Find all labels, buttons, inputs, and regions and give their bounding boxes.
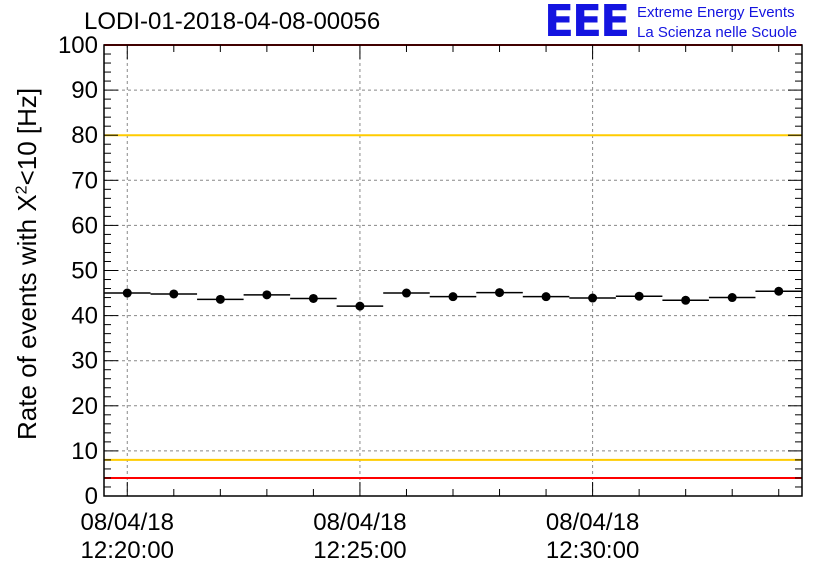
y-tick-label: 100: [58, 32, 98, 59]
data-point: [355, 301, 365, 311]
x-tick-label-date: 08/04/18: [546, 509, 639, 536]
chart-title: LODI-01-2018-04-08-00056: [84, 8, 381, 35]
data-point: [401, 288, 411, 298]
x-tick-label-date: 08/04/18: [81, 509, 174, 536]
y-tick-label: 40: [71, 303, 98, 330]
y-tick-label: 30: [71, 348, 98, 375]
y-tick-label: 80: [71, 122, 98, 149]
x-tick-label-time: 12:20:00: [81, 537, 174, 564]
data-point: [541, 292, 551, 302]
x-tick-label-time: 12:25:00: [313, 537, 406, 564]
data-point: [634, 291, 644, 301]
y-tick-label: 20: [71, 393, 98, 420]
logo-mark: EEE: [544, 0, 630, 47]
eee-logo: EEE Extreme Energy Events La Scienza nel…: [544, 0, 836, 47]
logo-line-2: La Scienza nelle Scuole: [637, 24, 798, 41]
y-tick-label: 50: [71, 258, 98, 285]
data-point: [774, 286, 784, 296]
y-tick-label: 10: [71, 438, 98, 465]
data-point: [262, 290, 272, 300]
x-tick-label-date: 08/04/18: [313, 509, 406, 536]
y-tick-label: 70: [71, 167, 98, 194]
data-point: [169, 289, 179, 299]
y-tick-label: 90: [71, 77, 98, 104]
y-tick-label: 0: [85, 483, 98, 510]
data-point: [681, 295, 691, 305]
data-point: [448, 292, 458, 302]
logo-line-1: Extreme Energy Events: [637, 4, 795, 21]
data-point: [308, 293, 318, 303]
y-tick-label: 60: [71, 212, 98, 239]
data-point: [495, 288, 505, 298]
data-point: [727, 293, 737, 303]
data-point: [215, 294, 225, 304]
data-point: [122, 288, 132, 298]
data-point: [588, 293, 598, 303]
x-tick-label-time: 12:30:00: [546, 537, 639, 564]
